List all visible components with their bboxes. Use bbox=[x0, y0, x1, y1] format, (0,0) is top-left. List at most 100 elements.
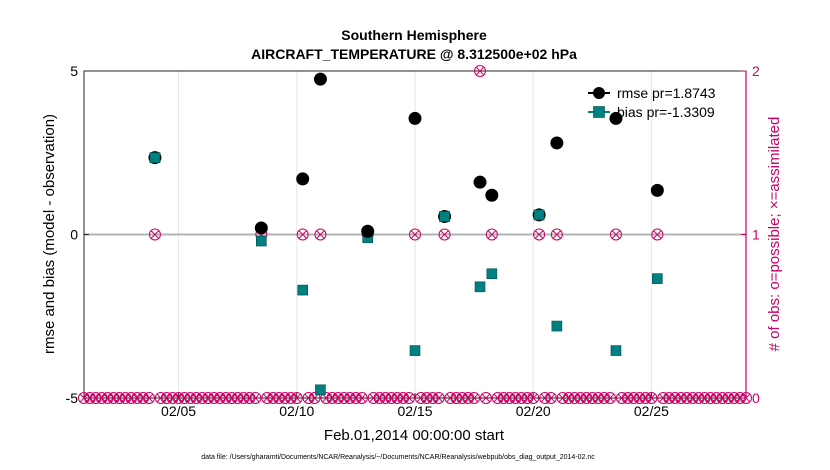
chart-title-line2: AIRCRAFT_TEMPERATURE @ 8.312500e+02 hPa bbox=[251, 46, 577, 62]
obs-cross bbox=[475, 66, 485, 76]
obs-count-zero-marker bbox=[249, 392, 262, 404]
obs-circle bbox=[143, 392, 156, 404]
obs-cross bbox=[298, 230, 308, 239]
obs-circle bbox=[474, 65, 487, 77]
x-tick-label: 02/15 bbox=[397, 403, 432, 419]
obs-cross bbox=[481, 393, 491, 403]
obs-count-one-marker bbox=[485, 228, 498, 241]
obs-count-two-marker bbox=[474, 65, 487, 77]
obs-cross bbox=[440, 230, 449, 239]
obs-cross bbox=[552, 230, 562, 239]
rmse-marker bbox=[408, 111, 422, 125]
obs-cross bbox=[741, 393, 751, 403]
bias-marker-overlay bbox=[533, 209, 545, 221]
rmse-marker bbox=[473, 175, 487, 189]
obs-circle bbox=[550, 228, 563, 241]
x-tick-label: 02/25 bbox=[634, 403, 669, 419]
obs-circle bbox=[544, 392, 557, 404]
obs-circle bbox=[651, 228, 664, 241]
obs-cross bbox=[534, 230, 544, 239]
obs-circle bbox=[479, 392, 492, 404]
obs-count-zero-marker bbox=[604, 392, 617, 404]
obs-cross bbox=[469, 393, 479, 403]
obs-cross bbox=[487, 230, 497, 239]
obs-count-zero-marker bbox=[544, 392, 557, 404]
y-tick-label-left: -5 bbox=[66, 390, 79, 406]
x-tick-label: 02/10 bbox=[279, 403, 314, 419]
obs-circle bbox=[355, 392, 368, 404]
bias-marker bbox=[474, 281, 486, 293]
obs-circle bbox=[308, 392, 321, 404]
obs-count-one-marker bbox=[314, 228, 327, 241]
bias-marker bbox=[551, 320, 563, 332]
obs-count-zero-marker bbox=[645, 392, 658, 404]
obs-circle bbox=[645, 392, 658, 404]
legend-rmse-label: rmse pr=1.8743 bbox=[617, 85, 716, 101]
obs-count-one-marker bbox=[296, 228, 309, 241]
y-tick-label-left: 5 bbox=[70, 63, 78, 79]
obs-circle bbox=[314, 228, 327, 241]
bias-marker bbox=[610, 345, 622, 356]
bias-marker bbox=[409, 345, 421, 356]
obs-cross bbox=[410, 230, 420, 239]
obs-cross bbox=[150, 230, 160, 239]
legend: rmse pr=1.8743 bias pr=-1.3309 bbox=[588, 85, 716, 120]
obs-cross bbox=[251, 393, 260, 403]
obs-count-zero-marker bbox=[432, 392, 445, 404]
rmse-marker bbox=[313, 72, 327, 86]
obs-cross bbox=[528, 393, 538, 403]
rmse-marker bbox=[296, 172, 310, 186]
obs-count-zero-marker bbox=[403, 392, 416, 404]
obs-circle bbox=[533, 228, 546, 241]
obs-circle bbox=[468, 392, 481, 404]
obs-cross bbox=[316, 230, 325, 239]
bias-marker-overlay bbox=[149, 152, 161, 163]
rmse-marker bbox=[609, 111, 623, 125]
x-axis-label: Feb.01,2014 00:00:00 start bbox=[324, 427, 505, 444]
obs-count-zero-marker bbox=[308, 392, 321, 404]
obs-circle bbox=[485, 228, 498, 241]
obs-circle bbox=[609, 228, 622, 241]
legend-rmse-marker bbox=[593, 87, 605, 99]
obs-cross bbox=[310, 393, 319, 403]
obs-count-zero-marker bbox=[355, 392, 368, 404]
obs-circle bbox=[527, 392, 540, 404]
rmse-marker bbox=[254, 221, 268, 235]
y-tick-label-right: 0 bbox=[752, 390, 760, 406]
chart-title-line1: Southern Hemisphere bbox=[341, 27, 487, 43]
obs-count-one-marker bbox=[438, 228, 451, 241]
data-file-footer: data file: /Users/gharamti/Documents/NCA… bbox=[201, 454, 595, 461]
obs-cross bbox=[357, 393, 367, 403]
rmse-marker bbox=[650, 183, 664, 197]
obs-cross bbox=[653, 230, 662, 239]
y-axis-label-left: rmse and bias (model - observation) bbox=[41, 114, 58, 354]
obs-count-one-marker bbox=[533, 228, 546, 241]
y-tick-label-right: 1 bbox=[752, 227, 760, 243]
y-tick-label-right: 2 bbox=[752, 63, 760, 79]
obs-count-one-marker bbox=[651, 228, 664, 241]
obs-circle bbox=[403, 392, 416, 404]
x-tick-label: 02/20 bbox=[516, 403, 551, 419]
obs-count-zero-marker bbox=[740, 392, 752, 404]
bias-marker-overlay bbox=[439, 211, 450, 222]
bias-marker bbox=[652, 273, 663, 284]
obs-circle bbox=[740, 392, 752, 404]
obs-circle bbox=[438, 228, 451, 241]
y-tick-label-left: 0 bbox=[70, 227, 78, 243]
bias-marker bbox=[256, 235, 267, 247]
obs-cross bbox=[434, 393, 443, 403]
tick-layer: 02/05 02/10 02/15 02/20 02/25 -5 0 5 0 1 2 bbox=[66, 63, 760, 419]
x-tick-label: 02/05 bbox=[161, 403, 196, 419]
rmse-marker bbox=[550, 136, 564, 150]
obs-cross bbox=[647, 393, 656, 403]
obs-count-markers bbox=[78, 65, 752, 404]
obs-cross bbox=[144, 393, 154, 403]
obs-cross bbox=[611, 230, 621, 239]
bias-marker bbox=[315, 384, 326, 396]
obs-cross bbox=[292, 393, 302, 403]
obs-count-zero-marker bbox=[468, 392, 481, 404]
obs-count-one-marker bbox=[148, 228, 161, 241]
obs-count-zero-marker bbox=[527, 392, 540, 404]
obs-count-zero-marker bbox=[290, 392, 303, 404]
